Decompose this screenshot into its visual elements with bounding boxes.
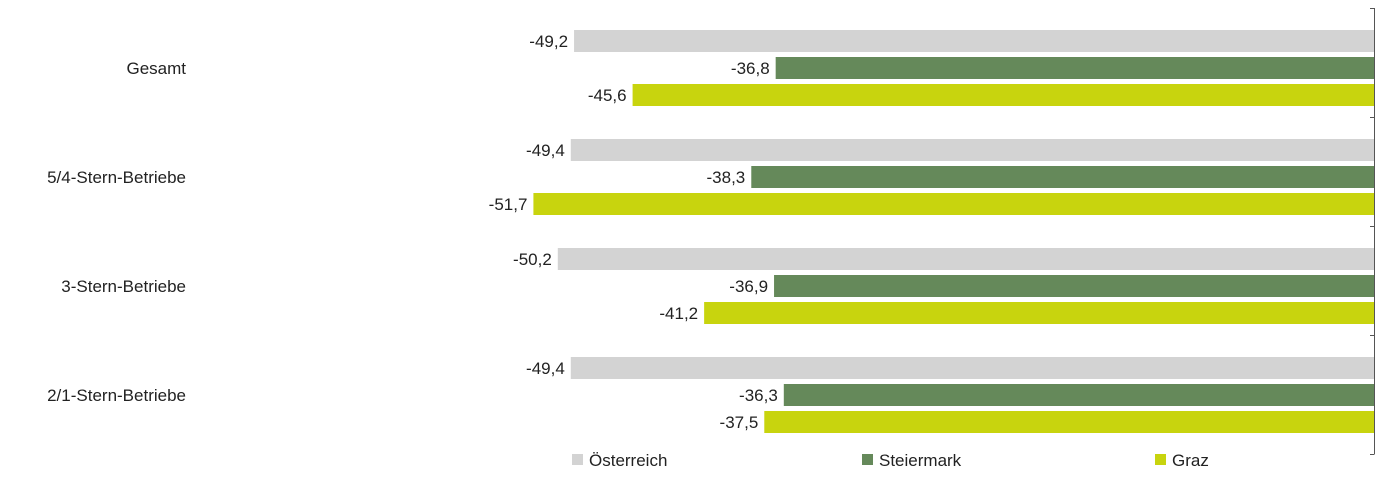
category-label-gesamt: Gesamt [126,59,186,78]
data-label-osterreich-3-stern-betriebe: -50,2 [513,250,552,269]
data-label-osterreich-5-4-stern-betriebe: -49,4 [526,141,565,160]
data-label-steiermark-5-4-stern-betriebe: -38,3 [707,168,746,187]
data-label-graz-2-1-stern-betriebe: -37,5 [720,413,759,432]
bar-osterreich-gesamt [574,30,1374,52]
bar-osterreich-2-1-stern-betriebe [571,357,1374,379]
data-label-osterreich-2-1-stern-betriebe: -49,4 [526,359,565,378]
bar-steiermark-5-4-stern-betriebe [751,166,1374,188]
legend-swatch-osterreich [572,454,583,465]
category-label-2-1-stern-betriebe: 2/1-Stern-Betriebe [47,386,186,405]
bar-steiermark-2-1-stern-betriebe [784,384,1374,406]
category-label-5-4-stern-betriebe: 5/4-Stern-Betriebe [47,168,186,187]
legend-swatch-graz [1155,454,1166,465]
category-label-3-stern-betriebe: 3-Stern-Betriebe [61,277,186,296]
legend: Österreich Steiermark Graz [572,451,1209,470]
data-label-graz-5-4-stern-betriebe: -51,7 [489,195,528,214]
bar-graz-2-1-stern-betriebe [764,411,1374,433]
bar-steiermark-3-stern-betriebe [774,275,1374,297]
bars-layer [533,30,1374,433]
bar-graz-gesamt [633,84,1374,106]
legend-label-osterreich: Österreich [589,451,667,470]
legend-swatch-steiermark [862,454,873,465]
bar-graz-5-4-stern-betriebe [533,193,1374,215]
legend-label-graz: Graz [1172,451,1209,470]
data-label-graz-gesamt: -45,6 [588,86,627,105]
bar-osterreich-5-4-stern-betriebe [571,139,1374,161]
data-label-steiermark-gesamt: -36,8 [731,59,770,78]
legend-label-steiermark: Steiermark [879,451,962,470]
data-label-steiermark-3-stern-betriebe: -36,9 [729,277,768,296]
data-label-graz-3-stern-betriebe: -41,2 [659,304,698,323]
bar-osterreich-3-stern-betriebe [558,248,1374,270]
bar-graz-3-stern-betriebe [704,302,1374,324]
bar-steiermark-gesamt [776,57,1374,79]
data-label-osterreich-gesamt: -49,2 [529,32,568,51]
data-label-steiermark-2-1-stern-betriebe: -36,3 [739,386,778,405]
